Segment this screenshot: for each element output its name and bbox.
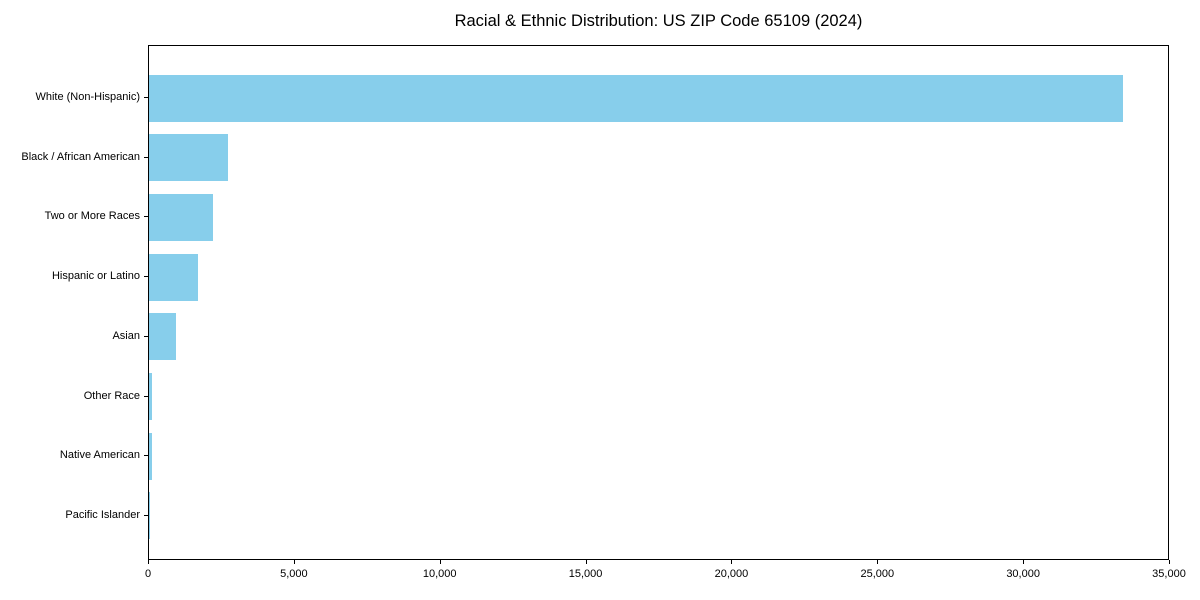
y-tick-white-non-hispanic	[144, 97, 148, 98]
y-label-pacific-islander: Pacific Islander	[65, 508, 140, 521]
x-label-15000: 15,000	[568, 568, 603, 580]
x-tick-10000	[439, 560, 441, 564]
bar-hispanic-or-latino	[149, 253, 198, 301]
x-tick-20000	[731, 560, 733, 564]
y-label-native-american: Native American	[59, 449, 140, 462]
bar-asian	[149, 313, 177, 361]
y-tick-two-or-more-races	[144, 216, 148, 218]
y-tick-asian	[144, 335, 148, 337]
x-label-35000: 35,000	[1152, 568, 1186, 580]
plot-area	[148, 45, 1169, 560]
y-label-white-non-hispanic: White (Non-Hispanic)	[35, 91, 140, 103]
y-tick-native-american	[144, 455, 148, 457]
x-tick-30000	[1023, 560, 1025, 564]
bar-two-or-more-races	[149, 193, 213, 241]
y-tick-hispanic-or-latino	[144, 276, 148, 278]
y-label-asian: Asian	[112, 329, 140, 342]
x-label-30000: 30,000	[1006, 568, 1040, 580]
y-label-other-race: Other Race	[83, 389, 140, 402]
bar-other-race	[149, 373, 152, 421]
bar-white-non-hispanic	[149, 74, 1124, 122]
y-label-hispanic-or-latino: Hispanic or Latino	[51, 270, 140, 283]
x-label-10000: 10,000	[422, 568, 457, 580]
y-label-black-african-american: Black / African American	[21, 150, 140, 163]
x-tick-25000	[877, 560, 879, 564]
y-tick-pacific-islander	[144, 514, 148, 516]
bar-black-african-american	[149, 134, 228, 182]
y-tick-other-race	[144, 395, 148, 397]
x-tick-0	[148, 560, 149, 564]
y-tick-black-african-american	[144, 156, 148, 158]
y-label-two-or-more-races: Two or More Races	[44, 210, 140, 223]
bar-native-american	[149, 432, 152, 480]
x-label-0: 0	[144, 568, 152, 580]
x-label-20000: 20,000	[714, 568, 749, 580]
x-tick-15000	[585, 560, 587, 564]
x-tick-35000	[1169, 560, 1170, 564]
x-label-5000: 5,000	[280, 568, 308, 580]
x-label-25000: 25,000	[860, 568, 895, 580]
chart-title: Racial & Ethnic Distribution: US ZIP Cod…	[454, 12, 863, 30]
x-tick-5000	[293, 560, 295, 564]
